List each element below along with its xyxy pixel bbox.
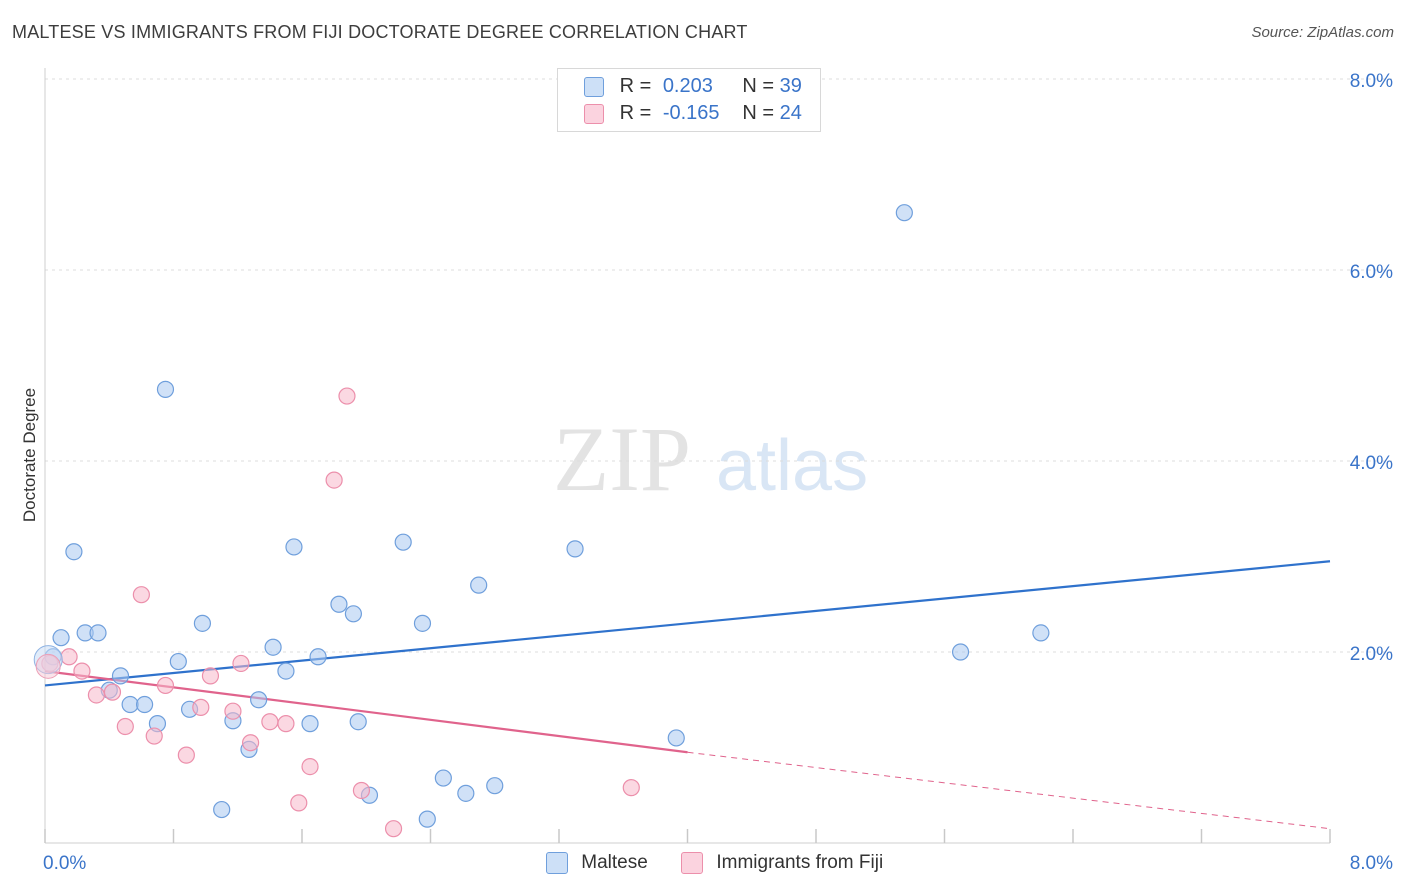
trend-lines bbox=[44, 560, 1331, 830]
legend-r-label: R = bbox=[619, 75, 652, 97]
chart-title: MALTESE VS IMMIGRANTS FROM FIJI DOCTORAT… bbox=[12, 22, 748, 42]
x-tick-label: 0.0% bbox=[43, 853, 86, 874]
maltese-point bbox=[250, 691, 268, 709]
maltese-point bbox=[277, 662, 295, 680]
y-tick-label: 4.0% bbox=[1350, 453, 1393, 474]
fiji-point bbox=[622, 779, 640, 797]
legend-item-fiji: Immigrants from Fiji bbox=[681, 852, 883, 874]
gridlines bbox=[45, 78, 1393, 653]
correlation-legend: R = 0.203 N = 39 R = -0.165 N = 24 bbox=[557, 68, 821, 132]
fiji-point bbox=[156, 676, 175, 695]
legend-r-value: -0.165 bbox=[662, 102, 720, 124]
maltese-point bbox=[1032, 624, 1050, 642]
maltese-point bbox=[486, 777, 504, 795]
fiji-point bbox=[301, 757, 319, 776]
legend-row-fiji: R = -0.165 N = 24 bbox=[584, 102, 802, 125]
fiji-point bbox=[290, 794, 308, 812]
maltese-point bbox=[413, 614, 432, 632]
legend-n-label: N = bbox=[742, 75, 775, 97]
maltese-point bbox=[330, 595, 348, 613]
fiji-point bbox=[277, 715, 295, 733]
fiji-point bbox=[73, 662, 91, 680]
legend-label-fiji: Immigrants from Fiji bbox=[716, 852, 884, 874]
legend-label-maltese: Maltese bbox=[581, 852, 648, 874]
legend-n-label: N = bbox=[742, 102, 775, 124]
fiji-point bbox=[201, 667, 220, 685]
maltese-point bbox=[349, 713, 367, 731]
fiji-point bbox=[384, 820, 403, 838]
fiji-point bbox=[87, 686, 106, 704]
maltese-point bbox=[470, 576, 488, 594]
watermark-atlas: atlas bbox=[716, 426, 868, 506]
source-label: Source: ZipAtlas.com bbox=[1251, 24, 1394, 41]
legend-n-value: 24 bbox=[779, 102, 802, 124]
fiji-point bbox=[261, 713, 279, 731]
maltese-point bbox=[156, 380, 175, 398]
legend-swatch-fiji bbox=[681, 852, 704, 874]
legend-r-label: R = bbox=[619, 102, 652, 124]
maltese-point bbox=[457, 784, 475, 802]
maltese-point bbox=[111, 667, 130, 685]
x-tick-label: 8.0% bbox=[1350, 853, 1393, 874]
fiji-point bbox=[232, 654, 250, 673]
fiji-point bbox=[116, 717, 134, 736]
fiji-point bbox=[103, 683, 122, 701]
maltese-point bbox=[193, 614, 212, 632]
fiji-point bbox=[35, 653, 61, 679]
fiji-point bbox=[325, 471, 343, 489]
maltese-point bbox=[667, 729, 685, 747]
maltese-point bbox=[895, 204, 913, 222]
fiji-point bbox=[145, 727, 163, 745]
maltese-point bbox=[264, 638, 282, 656]
legend-item-maltese: Maltese bbox=[546, 852, 648, 874]
maltese-point bbox=[566, 540, 584, 558]
fiji-point bbox=[60, 648, 78, 666]
series-legend: Maltese Immigrants from Fiji bbox=[546, 852, 911, 874]
data-points bbox=[33, 204, 1050, 838]
maltese-point bbox=[301, 715, 319, 733]
fiji-point bbox=[352, 781, 371, 800]
legend-swatch-fiji bbox=[584, 103, 604, 124]
legend-row-maltese: R = 0.203 N = 39 bbox=[584, 75, 802, 98]
maltese-point bbox=[434, 769, 452, 787]
fiji-point bbox=[192, 698, 210, 716]
maltese-point bbox=[394, 533, 412, 551]
fiji-trend-extension bbox=[687, 751, 1331, 830]
legend-swatch-maltese bbox=[584, 76, 604, 97]
y-tick-label: 6.0% bbox=[1350, 262, 1393, 283]
maltese-point bbox=[309, 648, 327, 666]
tick-labels: 2.0% 4.0% 6.0% 8.0% 0.0% 8.0% bbox=[43, 71, 1393, 874]
watermark-zip: ZIP bbox=[553, 408, 691, 510]
maltese-point bbox=[135, 695, 154, 714]
maltese-point bbox=[951, 643, 970, 661]
maltese-point bbox=[344, 605, 362, 623]
axes bbox=[44, 68, 1331, 844]
fiji-point bbox=[242, 734, 260, 752]
fiji-point bbox=[132, 586, 150, 604]
maltese-point bbox=[89, 624, 107, 642]
maltese-point bbox=[169, 652, 187, 671]
legend-r-value: 0.203 bbox=[662, 75, 713, 97]
maltese-point bbox=[213, 800, 231, 819]
fiji-point bbox=[338, 387, 356, 405]
fiji-trend-line bbox=[44, 670, 688, 754]
maltese-point bbox=[65, 543, 83, 561]
maltese-point bbox=[418, 810, 436, 828]
maltese-point bbox=[52, 629, 70, 647]
y-tick-label: 2.0% bbox=[1350, 644, 1393, 665]
legend-n-value: 39 bbox=[779, 75, 802, 97]
fiji-point bbox=[177, 746, 195, 764]
y-axis-label: Doctorate Degree bbox=[20, 387, 39, 523]
fiji-point bbox=[224, 702, 242, 720]
maltese-trend-line bbox=[44, 560, 1331, 687]
maltese-point bbox=[285, 538, 303, 556]
legend-swatch-maltese bbox=[546, 852, 568, 874]
maltese-point bbox=[121, 695, 139, 714]
y-tick-label: 8.0% bbox=[1350, 71, 1393, 92]
